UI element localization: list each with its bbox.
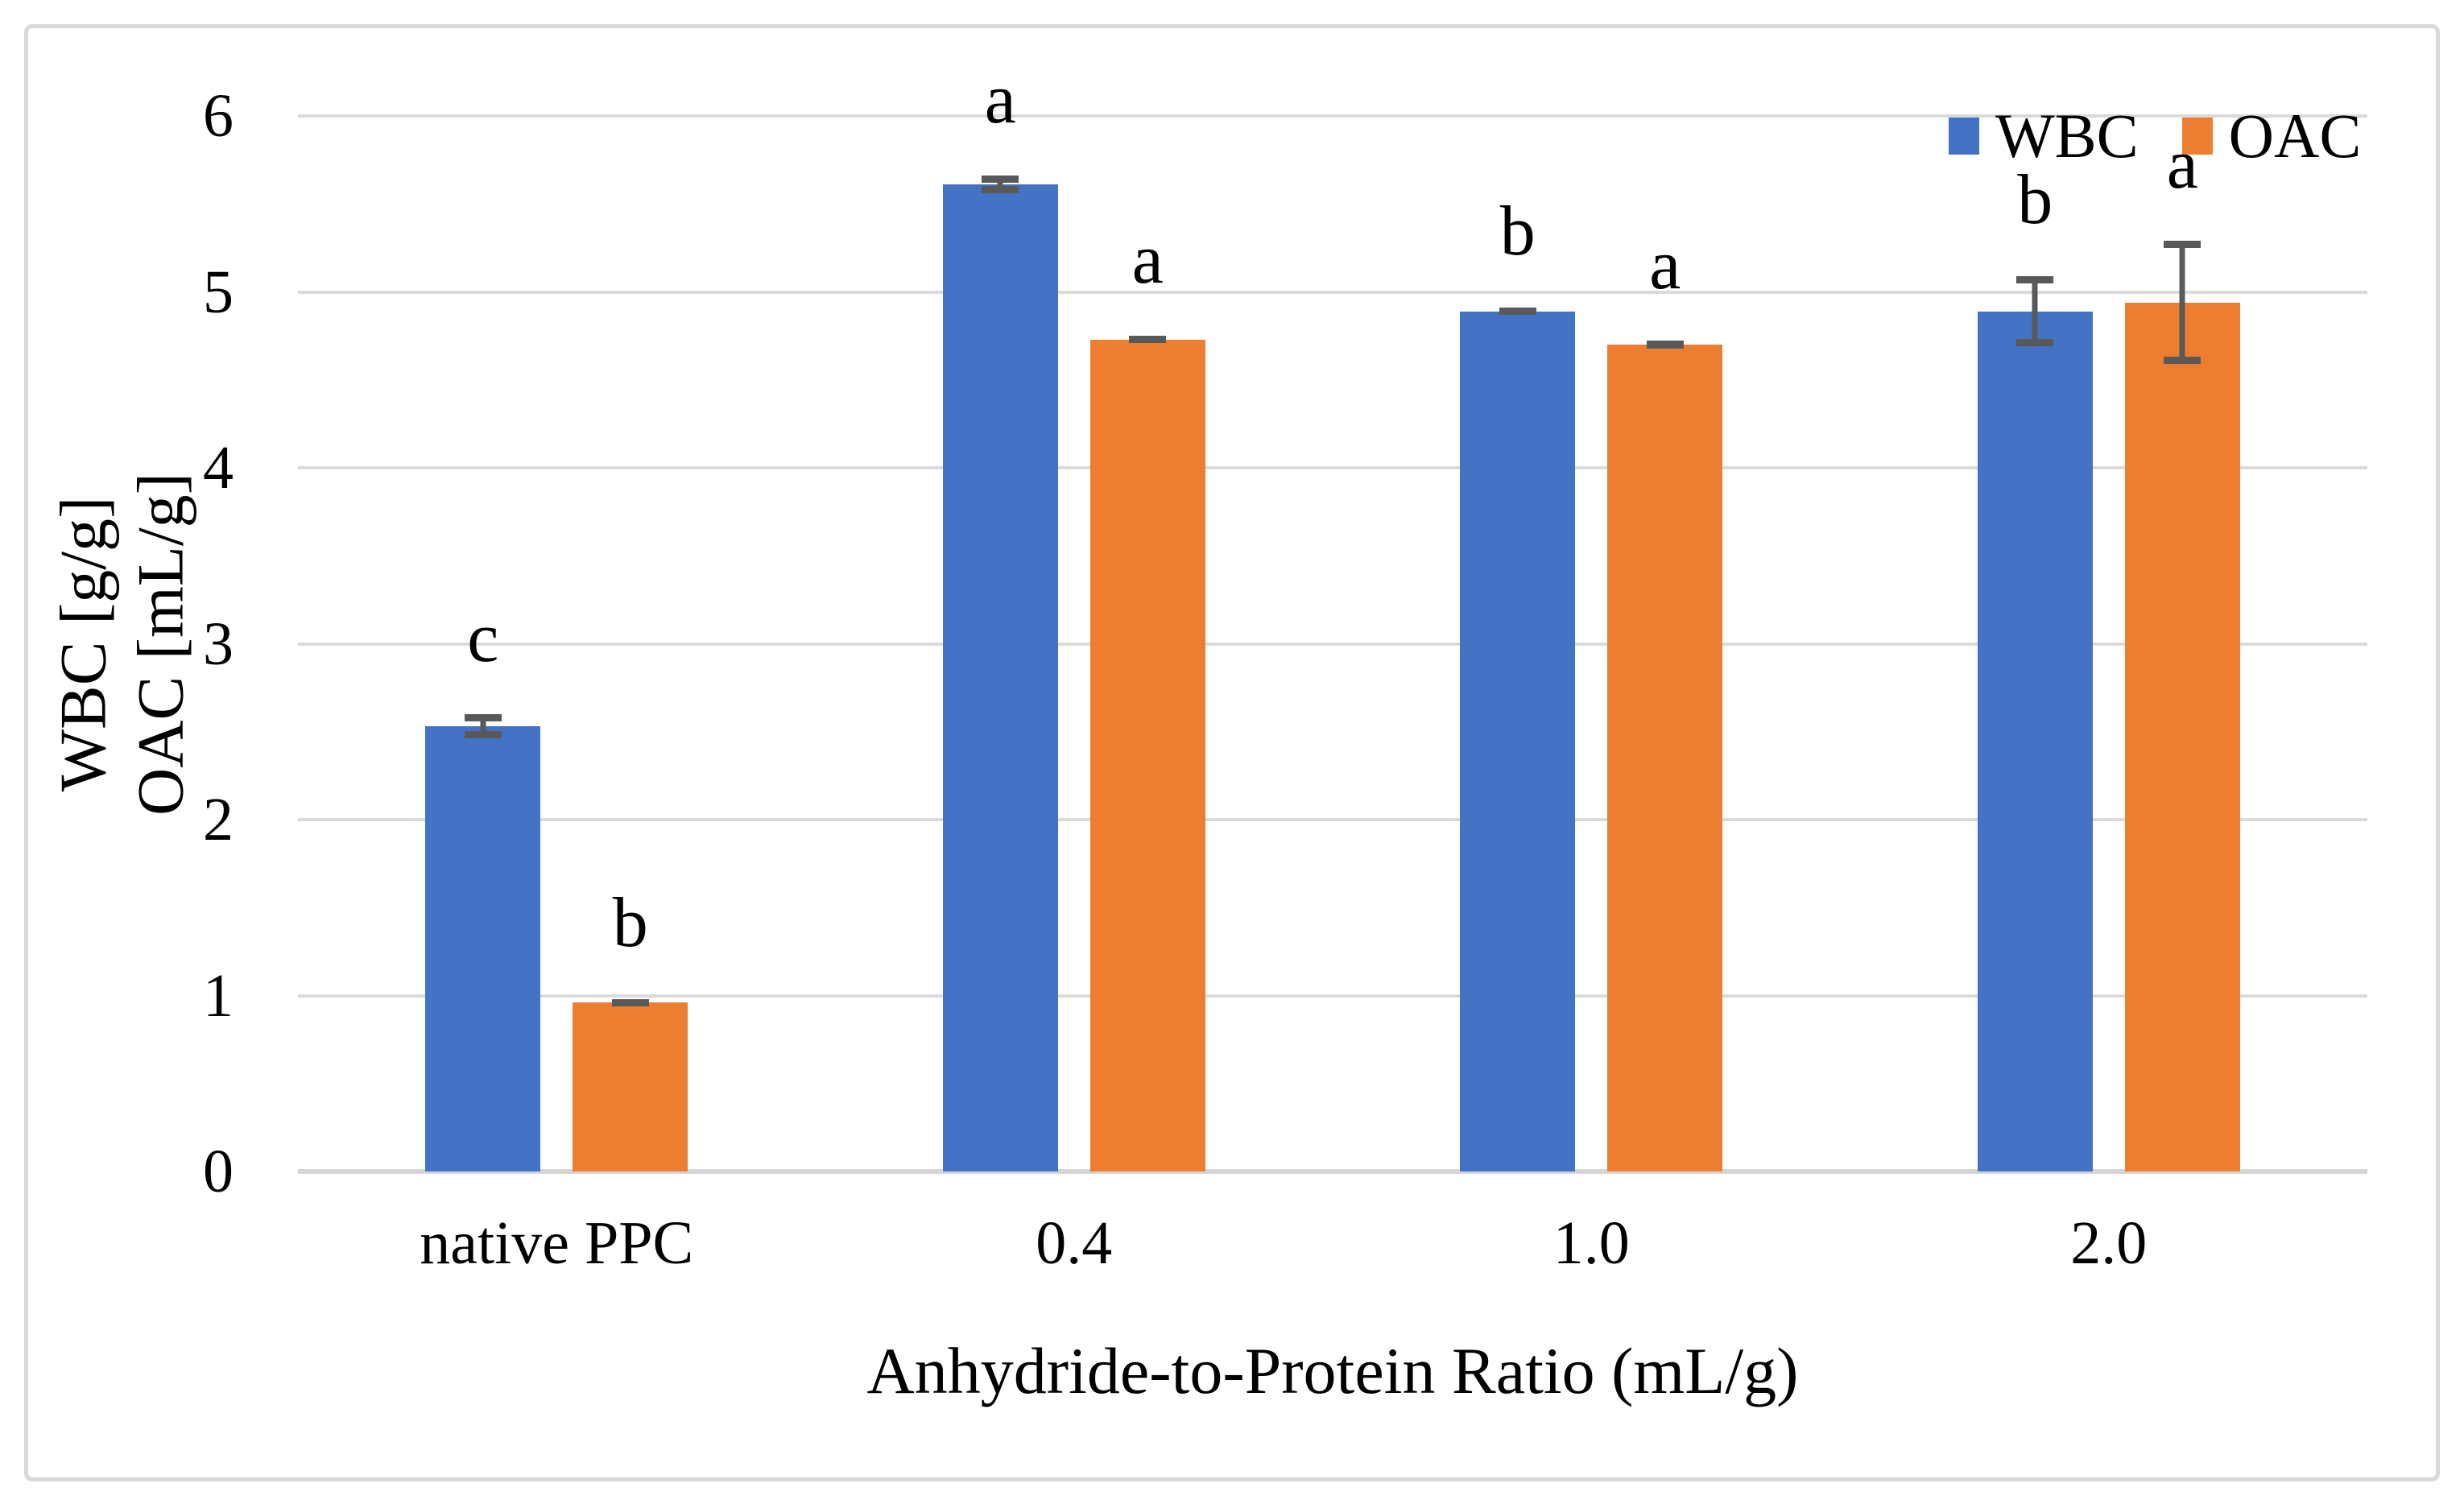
x-axis-line <box>298 1169 2367 1174</box>
gridline-6 <box>298 114 2367 118</box>
xtick-label-native-ppc: native PPC <box>420 1209 694 1277</box>
error-bar-cap-top <box>2164 241 2201 249</box>
sig-letter-oac-1-0: a <box>1649 225 1681 304</box>
bar-oac-1-0 <box>1607 345 1723 1171</box>
ytick-label-4: 4 <box>203 434 234 502</box>
legend-item-wbc: WBC <box>1949 105 2139 167</box>
error-bar-cap-bottom <box>2016 339 2054 347</box>
bar-wbc-2-0 <box>1977 311 2093 1171</box>
legend-label-oac: OAC <box>2228 101 2362 171</box>
sig-letter-oac-0-4: a <box>1131 221 1164 300</box>
error-bar-line <box>480 713 486 739</box>
error-bar-cap-bottom <box>1129 335 1167 343</box>
gridline-4 <box>298 466 2367 469</box>
error-bar-wbc-0-4 <box>982 176 1019 194</box>
error-bar-cap-top <box>464 713 502 721</box>
sig-letter-wbc-1-0: b <box>1499 192 1536 271</box>
xtick-label-0-4: 0.4 <box>1036 1209 1113 1277</box>
ytick-label-0: 0 <box>203 1138 234 1205</box>
error-bar-cap-bottom <box>1499 307 1536 315</box>
error-bar-line <box>2032 275 2038 347</box>
xtick-label-1-0: 1.0 <box>1552 1209 1630 1277</box>
error-bar-cap-top <box>2016 275 2054 283</box>
error-bar-wbc-2-0 <box>2016 275 2054 347</box>
chart-outer-border <box>24 24 2440 1481</box>
bar-oac-2-0 <box>2124 302 2240 1171</box>
error-bar-line <box>997 176 1003 194</box>
error-bar-wbc-native-ppc <box>464 713 502 739</box>
legend-swatch-wbc <box>1949 118 1979 155</box>
bar-oac-native-ppc <box>573 1002 688 1171</box>
error-bar-cap-bottom <box>1646 341 1684 349</box>
sig-letter-wbc-2-0: b <box>2017 160 2053 239</box>
ytick-label-5: 5 <box>203 258 234 326</box>
gridline-1 <box>298 994 2367 998</box>
sig-letter-oac-native-ppc: b <box>612 883 648 962</box>
ytick-label-1: 1 <box>203 961 234 1030</box>
error-bar-cap-bottom <box>464 731 502 739</box>
x-axis-title: Anhydride-to-Protein Ratio (mL/g) <box>866 1334 1799 1407</box>
gridline-3 <box>298 642 2367 646</box>
bar-wbc-1-0 <box>1460 311 1576 1171</box>
bar-wbc-0-4 <box>942 184 1058 1171</box>
error-bar-cap-bottom <box>982 186 1019 194</box>
error-bar-wbc-1-0 <box>1499 307 1536 316</box>
error-bar-oac-native-ppc <box>611 998 649 1006</box>
error-bar-cap-bottom <box>2164 357 2201 365</box>
gridline-5 <box>298 290 2367 294</box>
bar-wbc-native-ppc <box>425 726 541 1171</box>
gridline-2 <box>298 818 2367 821</box>
error-bar-line <box>2179 241 2185 365</box>
sig-letter-wbc-0-4: a <box>984 60 1016 139</box>
legend-item-oac: OAC <box>2181 101 2362 171</box>
ytick-label-6: 6 <box>203 82 234 150</box>
xtick-label-2-0: 2.0 <box>2070 1209 2148 1277</box>
ytick-label-3: 3 <box>203 609 234 678</box>
error-bar-oac-1-0 <box>1646 341 1684 349</box>
sig-letter-wbc-native-ppc: c <box>467 598 499 677</box>
ytick-label-2: 2 <box>203 786 234 853</box>
legend-swatch-oac <box>2181 118 2213 155</box>
legend-label-wbc: WBC <box>1995 101 2139 171</box>
error-bar-cap-bottom <box>611 998 649 1006</box>
error-bar-oac-0-4 <box>1129 335 1167 344</box>
bar-oac-0-4 <box>1089 339 1205 1171</box>
error-bar-oac-2-0 <box>2164 241 2201 365</box>
legend: WBC OAC <box>1949 105 2361 167</box>
error-bar-cap-top <box>982 176 1019 184</box>
